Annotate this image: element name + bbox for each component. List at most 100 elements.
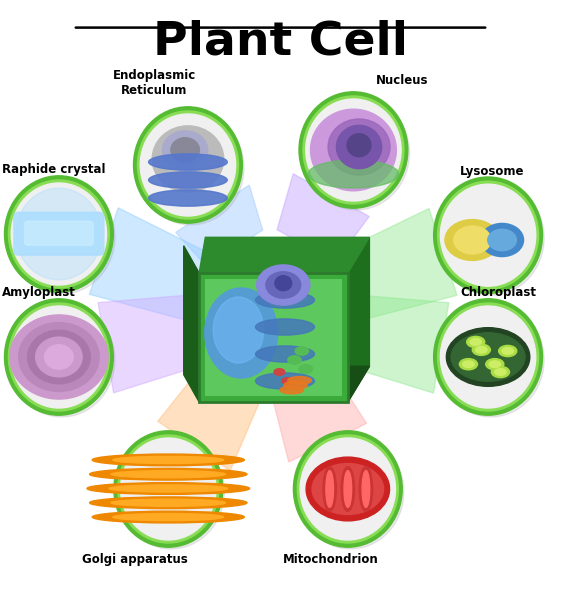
Text: Golgi apparatus: Golgi apparatus <box>82 553 187 566</box>
Circle shape <box>4 299 113 415</box>
Circle shape <box>303 96 404 204</box>
Ellipse shape <box>495 368 506 376</box>
Circle shape <box>297 435 398 543</box>
Ellipse shape <box>274 368 284 376</box>
Text: Amyloplast: Amyloplast <box>2 286 76 299</box>
Ellipse shape <box>90 469 247 480</box>
Ellipse shape <box>213 297 264 363</box>
Ellipse shape <box>149 190 227 206</box>
FancyBboxPatch shape <box>25 221 93 245</box>
Ellipse shape <box>27 330 90 384</box>
Ellipse shape <box>463 361 474 368</box>
Circle shape <box>11 183 107 285</box>
Ellipse shape <box>205 288 278 378</box>
Ellipse shape <box>275 275 292 290</box>
Ellipse shape <box>284 382 307 389</box>
Ellipse shape <box>362 470 370 508</box>
Circle shape <box>114 431 223 547</box>
Polygon shape <box>273 371 366 462</box>
Polygon shape <box>277 174 369 262</box>
Ellipse shape <box>45 345 73 369</box>
Ellipse shape <box>256 373 314 389</box>
Ellipse shape <box>90 497 247 509</box>
Circle shape <box>438 303 539 411</box>
Ellipse shape <box>10 315 108 399</box>
Ellipse shape <box>486 359 504 370</box>
Ellipse shape <box>282 378 293 385</box>
Ellipse shape <box>488 229 517 251</box>
Ellipse shape <box>470 338 481 346</box>
Circle shape <box>303 96 410 210</box>
Circle shape <box>4 176 113 292</box>
Ellipse shape <box>306 457 389 521</box>
Ellipse shape <box>454 226 491 254</box>
Ellipse shape <box>312 463 384 514</box>
Polygon shape <box>330 208 457 323</box>
Circle shape <box>306 99 401 201</box>
Circle shape <box>293 431 402 547</box>
Circle shape <box>134 107 242 223</box>
Ellipse shape <box>359 467 373 511</box>
Text: Raphide crystal: Raphide crystal <box>2 163 105 176</box>
Ellipse shape <box>149 172 227 188</box>
Ellipse shape <box>308 160 399 188</box>
Circle shape <box>440 306 536 408</box>
Ellipse shape <box>111 499 226 506</box>
Ellipse shape <box>113 514 224 521</box>
Text: Chloroplast: Chloroplast <box>460 286 536 299</box>
Ellipse shape <box>288 377 311 385</box>
Ellipse shape <box>299 365 312 373</box>
Ellipse shape <box>295 347 309 355</box>
Circle shape <box>440 184 536 286</box>
Ellipse shape <box>92 511 245 523</box>
Ellipse shape <box>257 265 310 305</box>
FancyBboxPatch shape <box>205 279 342 396</box>
Circle shape <box>8 180 115 294</box>
Polygon shape <box>98 295 206 393</box>
Circle shape <box>137 111 238 219</box>
Ellipse shape <box>92 454 245 466</box>
Ellipse shape <box>326 470 333 508</box>
Circle shape <box>438 181 539 289</box>
Ellipse shape <box>163 131 208 169</box>
Ellipse shape <box>288 356 301 364</box>
Circle shape <box>434 299 542 415</box>
Circle shape <box>297 435 404 549</box>
Ellipse shape <box>459 359 477 370</box>
Ellipse shape <box>256 292 314 308</box>
Ellipse shape <box>266 272 301 298</box>
Ellipse shape <box>489 361 500 368</box>
Ellipse shape <box>171 138 200 162</box>
Ellipse shape <box>467 337 485 347</box>
Text: Lysosome: Lysosome <box>460 164 525 178</box>
Polygon shape <box>199 237 369 273</box>
Circle shape <box>299 92 408 208</box>
Circle shape <box>438 181 544 295</box>
Circle shape <box>438 303 544 417</box>
Ellipse shape <box>447 328 530 386</box>
Ellipse shape <box>341 467 355 511</box>
Circle shape <box>118 435 219 543</box>
Ellipse shape <box>344 470 352 508</box>
Ellipse shape <box>280 386 304 394</box>
FancyBboxPatch shape <box>199 273 348 402</box>
Ellipse shape <box>451 333 525 381</box>
Ellipse shape <box>149 154 227 170</box>
Ellipse shape <box>111 470 226 478</box>
Polygon shape <box>338 295 449 393</box>
Ellipse shape <box>36 337 82 377</box>
Ellipse shape <box>311 109 396 191</box>
Ellipse shape <box>347 134 371 157</box>
Ellipse shape <box>328 119 390 175</box>
Circle shape <box>121 438 216 540</box>
Circle shape <box>11 306 107 408</box>
Ellipse shape <box>499 346 517 356</box>
Ellipse shape <box>256 346 314 362</box>
Ellipse shape <box>19 323 99 391</box>
Circle shape <box>140 114 236 216</box>
Ellipse shape <box>16 188 102 280</box>
Circle shape <box>300 438 396 540</box>
Circle shape <box>8 180 109 288</box>
Polygon shape <box>183 246 199 402</box>
Ellipse shape <box>472 344 490 355</box>
